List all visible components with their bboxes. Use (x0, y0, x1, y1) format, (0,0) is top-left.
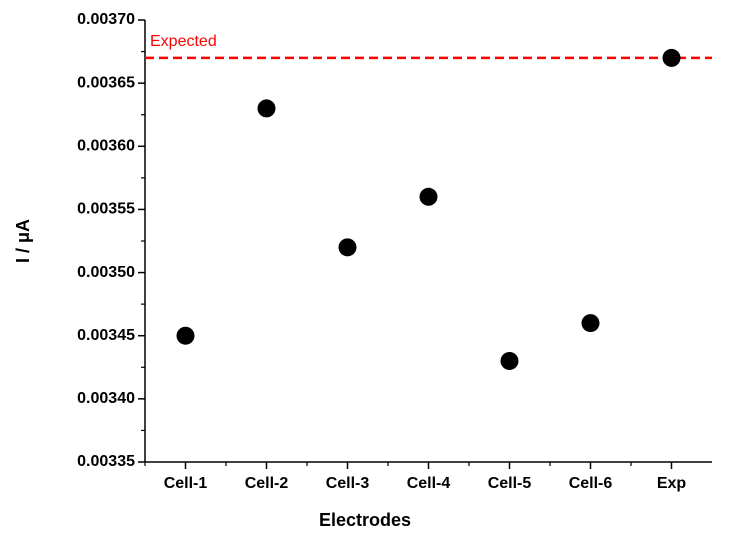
y-tick-label: 0.00340 (77, 390, 135, 407)
y-tick-label: 0.00370 (77, 11, 135, 28)
y-axis-label: I / μA (13, 219, 33, 263)
x-tick-label: Cell-5 (488, 475, 532, 492)
y-tick-label: 0.00350 (77, 264, 135, 281)
point (581, 314, 600, 333)
point (176, 326, 195, 345)
point (338, 238, 357, 257)
x-axis-label: Electrodes (319, 510, 411, 530)
y-tick-label: 0.00345 (77, 327, 135, 344)
x-tick-label: Cell-6 (569, 475, 613, 492)
x-tick-label: Cell-2 (245, 475, 289, 492)
x-tick-label: Cell-3 (326, 475, 370, 492)
y-tick-label: 0.00360 (77, 138, 135, 155)
reference-label: Expected (150, 33, 217, 50)
point (419, 187, 438, 206)
x-tick-label: Cell-1 (164, 475, 208, 492)
y-tick-label: 0.00365 (77, 74, 135, 91)
x-tick-label: Cell-4 (407, 475, 451, 492)
point (662, 48, 681, 67)
x-tick-label: Exp (657, 475, 687, 492)
point (500, 351, 519, 370)
y-tick-label: 0.00355 (77, 201, 135, 218)
y-tick-label: 0.00335 (77, 453, 135, 470)
point (257, 99, 276, 118)
